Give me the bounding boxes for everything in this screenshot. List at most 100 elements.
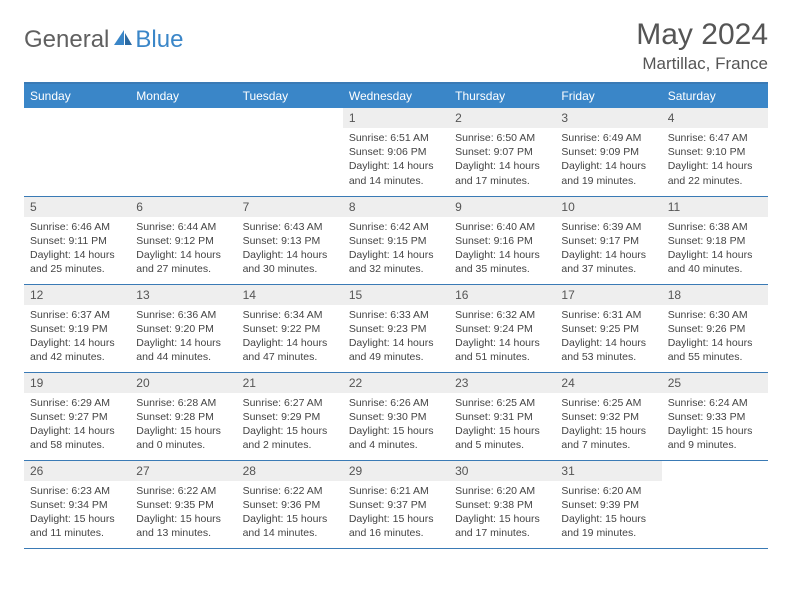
day-info: Sunrise: 6:43 AMSunset: 9:13 PMDaylight:… bbox=[237, 217, 343, 282]
day-number: 9 bbox=[449, 197, 555, 217]
calendar-day-cell bbox=[130, 108, 236, 196]
day-number: 24 bbox=[555, 373, 661, 393]
calendar-week-row: 1Sunrise: 6:51 AMSunset: 9:06 PMDaylight… bbox=[24, 108, 768, 196]
month-title: May 2024 bbox=[636, 18, 768, 52]
day-number: 15 bbox=[343, 285, 449, 305]
day-info: Sunrise: 6:34 AMSunset: 9:22 PMDaylight:… bbox=[237, 305, 343, 370]
weekday-header-row: SundayMondayTuesdayWednesdayThursdayFrid… bbox=[24, 83, 768, 108]
day-number: 17 bbox=[555, 285, 661, 305]
calendar-day-cell: 30Sunrise: 6:20 AMSunset: 9:38 PMDayligh… bbox=[449, 460, 555, 548]
day-number: 1 bbox=[343, 108, 449, 128]
day-number: 21 bbox=[237, 373, 343, 393]
day-info: Sunrise: 6:40 AMSunset: 9:16 PMDaylight:… bbox=[449, 217, 555, 282]
calendar-day-cell: 23Sunrise: 6:25 AMSunset: 9:31 PMDayligh… bbox=[449, 372, 555, 460]
day-number: 2 bbox=[449, 108, 555, 128]
calendar-day-cell: 22Sunrise: 6:26 AMSunset: 9:30 PMDayligh… bbox=[343, 372, 449, 460]
calendar-day-cell: 28Sunrise: 6:22 AMSunset: 9:36 PMDayligh… bbox=[237, 460, 343, 548]
day-number: 26 bbox=[24, 461, 130, 481]
calendar-day-cell bbox=[24, 108, 130, 196]
day-info: Sunrise: 6:51 AMSunset: 9:06 PMDaylight:… bbox=[343, 128, 449, 193]
day-info: Sunrise: 6:31 AMSunset: 9:25 PMDaylight:… bbox=[555, 305, 661, 370]
day-info: Sunrise: 6:49 AMSunset: 9:09 PMDaylight:… bbox=[555, 128, 661, 193]
day-info: Sunrise: 6:33 AMSunset: 9:23 PMDaylight:… bbox=[343, 305, 449, 370]
day-info: Sunrise: 6:27 AMSunset: 9:29 PMDaylight:… bbox=[237, 393, 343, 458]
day-info: Sunrise: 6:20 AMSunset: 9:39 PMDaylight:… bbox=[555, 481, 661, 546]
calendar-day-cell: 21Sunrise: 6:27 AMSunset: 9:29 PMDayligh… bbox=[237, 372, 343, 460]
location: Martillac, France bbox=[636, 54, 768, 74]
day-info: Sunrise: 6:47 AMSunset: 9:10 PMDaylight:… bbox=[662, 128, 768, 193]
day-number: 3 bbox=[555, 108, 661, 128]
day-number: 30 bbox=[449, 461, 555, 481]
weekday-header: Saturday bbox=[662, 83, 768, 108]
day-info: Sunrise: 6:44 AMSunset: 9:12 PMDaylight:… bbox=[130, 217, 236, 282]
day-info: Sunrise: 6:37 AMSunset: 9:19 PMDaylight:… bbox=[24, 305, 130, 370]
calendar-week-row: 26Sunrise: 6:23 AMSunset: 9:34 PMDayligh… bbox=[24, 460, 768, 548]
logo: General Blue bbox=[24, 26, 183, 54]
calendar-day-cell: 12Sunrise: 6:37 AMSunset: 9:19 PMDayligh… bbox=[24, 284, 130, 372]
day-number: 18 bbox=[662, 285, 768, 305]
day-number: 20 bbox=[130, 373, 236, 393]
day-info: Sunrise: 6:32 AMSunset: 9:24 PMDaylight:… bbox=[449, 305, 555, 370]
weekday-header: Tuesday bbox=[237, 83, 343, 108]
day-info: Sunrise: 6:36 AMSunset: 9:20 PMDaylight:… bbox=[130, 305, 236, 370]
day-info: Sunrise: 6:30 AMSunset: 9:26 PMDaylight:… bbox=[662, 305, 768, 370]
day-info: Sunrise: 6:28 AMSunset: 9:28 PMDaylight:… bbox=[130, 393, 236, 458]
day-info: Sunrise: 6:21 AMSunset: 9:37 PMDaylight:… bbox=[343, 481, 449, 546]
calendar-day-cell: 2Sunrise: 6:50 AMSunset: 9:07 PMDaylight… bbox=[449, 108, 555, 196]
calendar-day-cell: 7Sunrise: 6:43 AMSunset: 9:13 PMDaylight… bbox=[237, 196, 343, 284]
logo-text-blue: Blue bbox=[135, 26, 183, 54]
calendar-day-cell: 20Sunrise: 6:28 AMSunset: 9:28 PMDayligh… bbox=[130, 372, 236, 460]
day-number: 25 bbox=[662, 373, 768, 393]
day-number: 13 bbox=[130, 285, 236, 305]
calendar-day-cell: 6Sunrise: 6:44 AMSunset: 9:12 PMDaylight… bbox=[130, 196, 236, 284]
day-number: 29 bbox=[343, 461, 449, 481]
calendar-table: SundayMondayTuesdayWednesdayThursdayFrid… bbox=[24, 82, 768, 549]
header: General Blue May 2024 Martillac, France bbox=[24, 18, 768, 74]
weekday-header: Thursday bbox=[449, 83, 555, 108]
day-info: Sunrise: 6:26 AMSunset: 9:30 PMDaylight:… bbox=[343, 393, 449, 458]
calendar-day-cell bbox=[662, 460, 768, 548]
calendar-day-cell: 29Sunrise: 6:21 AMSunset: 9:37 PMDayligh… bbox=[343, 460, 449, 548]
day-number: 6 bbox=[130, 197, 236, 217]
weekday-header: Friday bbox=[555, 83, 661, 108]
calendar-body: 1Sunrise: 6:51 AMSunset: 9:06 PMDaylight… bbox=[24, 108, 768, 548]
calendar-day-cell: 11Sunrise: 6:38 AMSunset: 9:18 PMDayligh… bbox=[662, 196, 768, 284]
day-info: Sunrise: 6:42 AMSunset: 9:15 PMDaylight:… bbox=[343, 217, 449, 282]
calendar-day-cell: 19Sunrise: 6:29 AMSunset: 9:27 PMDayligh… bbox=[24, 372, 130, 460]
day-info: Sunrise: 6:23 AMSunset: 9:34 PMDaylight:… bbox=[24, 481, 130, 546]
calendar-day-cell: 4Sunrise: 6:47 AMSunset: 9:10 PMDaylight… bbox=[662, 108, 768, 196]
day-number: 12 bbox=[24, 285, 130, 305]
calendar-day-cell: 9Sunrise: 6:40 AMSunset: 9:16 PMDaylight… bbox=[449, 196, 555, 284]
weekday-header: Wednesday bbox=[343, 83, 449, 108]
day-number: 27 bbox=[130, 461, 236, 481]
calendar-day-cell: 18Sunrise: 6:30 AMSunset: 9:26 PMDayligh… bbox=[662, 284, 768, 372]
logo-text-general: General bbox=[24, 26, 109, 54]
calendar-week-row: 5Sunrise: 6:46 AMSunset: 9:11 PMDaylight… bbox=[24, 196, 768, 284]
calendar-day-cell: 3Sunrise: 6:49 AMSunset: 9:09 PMDaylight… bbox=[555, 108, 661, 196]
day-number: 5 bbox=[24, 197, 130, 217]
calendar-day-cell: 1Sunrise: 6:51 AMSunset: 9:06 PMDaylight… bbox=[343, 108, 449, 196]
calendar-day-cell: 24Sunrise: 6:25 AMSunset: 9:32 PMDayligh… bbox=[555, 372, 661, 460]
day-number: 10 bbox=[555, 197, 661, 217]
title-block: May 2024 Martillac, France bbox=[636, 18, 768, 74]
day-info: Sunrise: 6:20 AMSunset: 9:38 PMDaylight:… bbox=[449, 481, 555, 546]
day-info: Sunrise: 6:38 AMSunset: 9:18 PMDaylight:… bbox=[662, 217, 768, 282]
calendar-day-cell: 15Sunrise: 6:33 AMSunset: 9:23 PMDayligh… bbox=[343, 284, 449, 372]
day-info: Sunrise: 6:22 AMSunset: 9:36 PMDaylight:… bbox=[237, 481, 343, 546]
day-number: 22 bbox=[343, 373, 449, 393]
day-number: 19 bbox=[24, 373, 130, 393]
calendar-day-cell: 13Sunrise: 6:36 AMSunset: 9:20 PMDayligh… bbox=[130, 284, 236, 372]
weekday-header: Monday bbox=[130, 83, 236, 108]
calendar-day-cell: 10Sunrise: 6:39 AMSunset: 9:17 PMDayligh… bbox=[555, 196, 661, 284]
day-number: 23 bbox=[449, 373, 555, 393]
calendar-day-cell: 5Sunrise: 6:46 AMSunset: 9:11 PMDaylight… bbox=[24, 196, 130, 284]
day-number: 7 bbox=[237, 197, 343, 217]
day-number: 14 bbox=[237, 285, 343, 305]
calendar-day-cell: 27Sunrise: 6:22 AMSunset: 9:35 PMDayligh… bbox=[130, 460, 236, 548]
day-info: Sunrise: 6:22 AMSunset: 9:35 PMDaylight:… bbox=[130, 481, 236, 546]
calendar-day-cell: 25Sunrise: 6:24 AMSunset: 9:33 PMDayligh… bbox=[662, 372, 768, 460]
day-number: 16 bbox=[449, 285, 555, 305]
weekday-header: Sunday bbox=[24, 83, 130, 108]
calendar-day-cell: 26Sunrise: 6:23 AMSunset: 9:34 PMDayligh… bbox=[24, 460, 130, 548]
day-info: Sunrise: 6:46 AMSunset: 9:11 PMDaylight:… bbox=[24, 217, 130, 282]
